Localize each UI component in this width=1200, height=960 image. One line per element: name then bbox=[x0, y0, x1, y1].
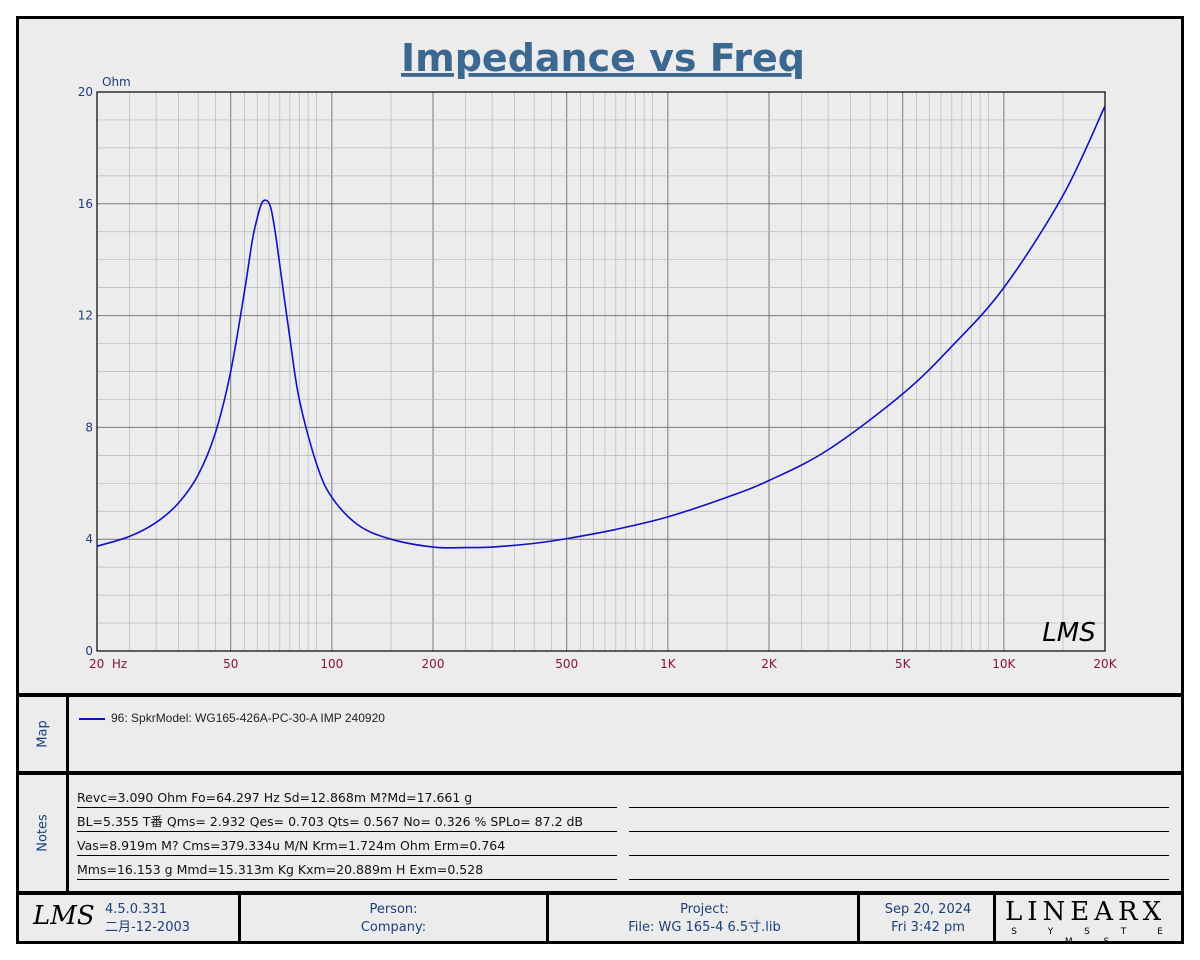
x-tick-label: 500 bbox=[555, 657, 578, 671]
x-tick-label: 10K bbox=[992, 657, 1016, 671]
x-tick-label: 1K bbox=[660, 657, 677, 671]
company-label: Company: bbox=[360, 920, 427, 935]
version-date: 二月-12-2003 bbox=[105, 920, 191, 935]
x-tick-label: 100 bbox=[320, 657, 343, 671]
notes-side-label: Notes bbox=[19, 775, 69, 891]
grid-layer bbox=[97, 92, 1105, 651]
file-label: File: WG 165-4 6.5寸.lib bbox=[628, 920, 781, 935]
series-line-impedance bbox=[96, 105, 1106, 549]
footer-version-cell: LMS 4.5.0.331 二月-12-2003 bbox=[19, 895, 241, 941]
note-line-2-right bbox=[629, 813, 1169, 832]
note-line-1-right bbox=[629, 789, 1169, 808]
x-tick-label: 5K bbox=[895, 657, 912, 671]
note-line-2: BL=5.355 T番 Qms= 2.932 Qes= 0.703 Qts= 0… bbox=[77, 813, 617, 832]
footer-date: Sep 20, 2024 bbox=[884, 902, 972, 917]
x-tick-label: 2K bbox=[761, 657, 778, 671]
y-axis-label: Ohm bbox=[102, 75, 131, 89]
note-line-1: Revc=3.090 Ohm Fo=64.297 Hz Sd=12.868m M… bbox=[77, 789, 617, 808]
footer-panel: LMS 4.5.0.331 二月-12-2003 Person: Company… bbox=[16, 892, 1184, 947]
map-panel: Map 96: SpkrModel: WG165-426A-PC-30-A IM… bbox=[16, 694, 1184, 774]
map-side-label: Map bbox=[19, 697, 69, 771]
x-tick-label: 20K bbox=[1093, 657, 1117, 671]
note-line-4-right bbox=[629, 861, 1169, 880]
note-line-4: Mms=16.153 g Mmd=15.313m Kg Kxm=20.889m … bbox=[77, 861, 617, 880]
notes-panel: Notes Revc=3.090 Ohm Fo=64.297 Hz Sd=12.… bbox=[16, 772, 1184, 894]
y-tick-label: 20 bbox=[78, 85, 93, 99]
y-tick-label: 0 bbox=[85, 644, 93, 658]
plot-area-border bbox=[96, 91, 1106, 652]
brand-logo: LINEARX bbox=[1005, 897, 1167, 927]
footer-person-cell: Person: Company: bbox=[241, 895, 549, 941]
chart-title: Impedance vs Freq bbox=[401, 36, 805, 80]
y-tick-label: 8 bbox=[85, 420, 93, 434]
footer-logo: LMS bbox=[33, 901, 95, 931]
note-line-3-right bbox=[629, 837, 1169, 856]
project-label: Project: bbox=[680, 902, 729, 917]
person-label: Person: bbox=[369, 902, 418, 917]
x-tick-label: 20 Hz bbox=[89, 657, 127, 671]
brand-subtitle: S Y S T E M S bbox=[1011, 927, 1177, 947]
y-tick-label: 4 bbox=[85, 532, 93, 546]
footer-brand-cell: LINEARX S Y S T E M S bbox=[999, 895, 1181, 947]
footer-date-cell: Sep 20, 2024 Fri 3:42 pm bbox=[863, 895, 996, 941]
x-tick-label: 200 bbox=[422, 657, 445, 671]
legend-label: 96: SpkrModel: WG165-426A-PC-30-A IMP 24… bbox=[111, 711, 385, 725]
note-line-3: Vas=8.919m M? Cms=379.334u M/N Krm=1.724… bbox=[77, 837, 617, 856]
footer-time: Fri 3:42 pm bbox=[891, 920, 965, 935]
tick-layer: 0 4 8 12 16 20 20 Hz 50 100 200 500 1K 2K 5K 10K 20K bbox=[78, 85, 1118, 671]
version-number: 4.5.0.331 bbox=[105, 902, 168, 917]
y-tick-label: 16 bbox=[78, 197, 93, 211]
footer-project-cell: Project: File: WG 165-4 6.5寸.lib bbox=[552, 895, 860, 941]
legend-swatch bbox=[79, 717, 105, 720]
x-tick-label: 50 bbox=[223, 657, 238, 671]
y-tick-label: 12 bbox=[78, 309, 93, 323]
chart-panel: Impedance vs Freq Ohm 0 4 8 12 16 20 20 Hz 50 10… bbox=[16, 16, 1184, 696]
legend-entry: 96: SpkrModel: WG165-426A-PC-30-A IMP 24… bbox=[79, 711, 385, 725]
lms-watermark: LMS bbox=[1042, 618, 1095, 648]
impedance-chart: Impedance vs Freq Ohm 0 4 8 12 16 20 20 Hz 50 10… bbox=[78, 36, 1118, 671]
